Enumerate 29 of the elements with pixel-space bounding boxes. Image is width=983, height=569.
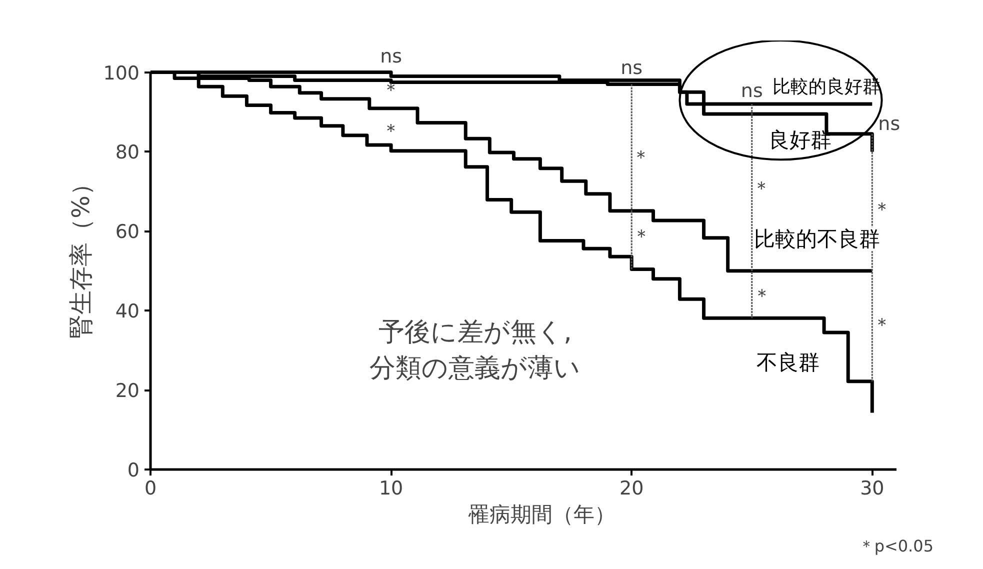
y-tick-label: 40 <box>115 300 140 323</box>
annotation: ＊ <box>632 225 652 248</box>
annotation: ns <box>620 57 643 80</box>
y-tick-label: 100 <box>103 62 140 84</box>
x-tick-label: 30 <box>860 478 884 500</box>
series-label: 比較的不良群 <box>754 227 880 252</box>
annotation: ＊ <box>382 120 401 142</box>
x-tick-label: 20 <box>620 478 644 500</box>
y-tick-label: 0 <box>127 460 140 482</box>
x-tick-label: 10 <box>378 478 404 500</box>
y-tick-label: 20 <box>115 380 140 402</box>
annotation: 予後に差が無く, 分類の意義が薄い <box>370 317 581 384</box>
y-axis-title: 腎生存率（%） <box>67 172 96 338</box>
y-tick-label: 80 <box>115 142 140 164</box>
annotation: ns <box>740 80 763 102</box>
annotation: ns <box>878 112 900 135</box>
x-tick-label: 0 <box>144 478 157 500</box>
annotation: ＊ <box>752 178 772 200</box>
annotation: ＊ <box>752 285 772 308</box>
series-label: 比較的良好群 <box>772 76 880 98</box>
annotation: ＊ <box>632 146 651 168</box>
text: ＊p<0.05 <box>858 536 934 556</box>
series-label: 不良群 <box>756 350 820 374</box>
annotation: ＊ <box>872 198 892 220</box>
y-tick-label: 60 <box>115 221 140 244</box>
x-axis-title: 罹病期間（年） <box>468 502 616 526</box>
annotation: ＊ <box>382 79 401 102</box>
text: ns <box>380 45 402 68</box>
annotation: ＊ <box>872 314 892 336</box>
